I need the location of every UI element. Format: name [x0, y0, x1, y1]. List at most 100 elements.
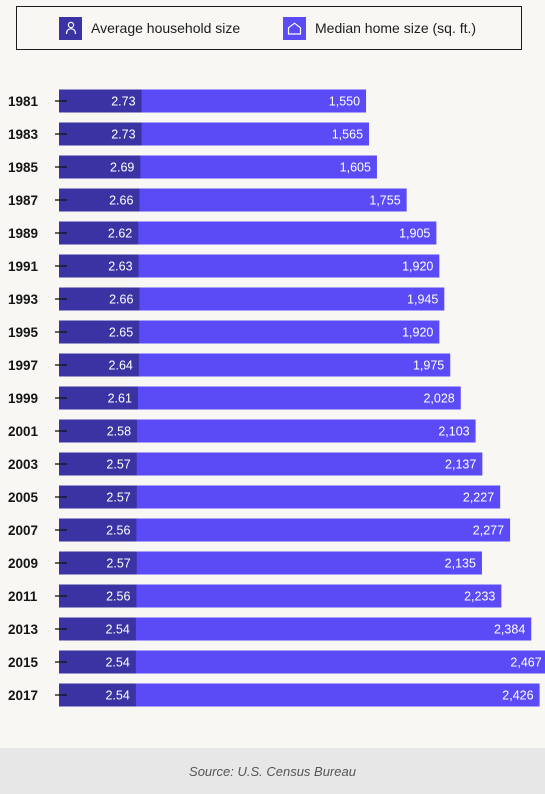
household-value-label-1997: 2.64: [109, 359, 133, 373]
year-label-2013: 2013: [8, 622, 39, 637]
bar-household-1983: [59, 122, 142, 146]
bar-household-2015: [59, 650, 136, 674]
bar-household-2001: [59, 419, 138, 443]
year-label-2005: 2005: [8, 490, 39, 505]
year-label-2015: 2015: [8, 655, 39, 670]
home-value-label-1981: 1,550: [329, 95, 360, 109]
home-value-label-2007: 2,277: [473, 524, 504, 538]
household-value-label-1999: 2.61: [108, 392, 132, 406]
bar-home-2011: [59, 584, 502, 608]
home-value-label-2005: 2,227: [463, 491, 494, 505]
year-label-2007: 2007: [8, 523, 38, 538]
household-value-label-2003: 2.57: [106, 458, 130, 472]
bar-home-1995: [59, 320, 440, 344]
bar-household-1999: [59, 386, 138, 410]
household-value-label-1985: 2.69: [110, 161, 134, 175]
bar-home-2009: [59, 551, 482, 575]
bar-home-2017: [59, 683, 540, 707]
bar-household-1993: [59, 287, 140, 311]
bar-home-2005: [59, 485, 501, 509]
home-value-label-1999: 2,028: [423, 392, 454, 406]
bar-household-1987: [59, 188, 140, 212]
bar-home-1993: [59, 287, 445, 311]
bar-household-2003: [59, 452, 137, 476]
bar-home-2003: [59, 452, 483, 476]
year-label-1983: 1983: [8, 127, 39, 142]
year-label-2017: 2017: [8, 688, 38, 703]
home-value-label-1997: 1,975: [413, 359, 444, 373]
home-value-label-2017: 2,426: [502, 689, 533, 703]
bar-home-1987: [59, 188, 407, 212]
home-value-label-1987: 1,755: [369, 194, 400, 208]
household-value-label-2015: 2.54: [105, 656, 129, 670]
person-icon: [59, 16, 82, 40]
legend-item-household: Average household size: [59, 16, 240, 40]
year-label-2003: 2003: [8, 457, 39, 472]
home-value-label-1991: 1,920: [402, 260, 433, 274]
household-value-label-2005: 2.57: [106, 491, 130, 505]
year-label-1995: 1995: [8, 325, 39, 340]
source-note: Source: U.S. Census Bureau: [189, 763, 356, 779]
household-value-label-2013: 2.54: [105, 623, 129, 637]
household-value-label-1995: 2.65: [109, 326, 133, 340]
bar-household-2005: [59, 485, 137, 509]
chart-legend: Average household size Median home size …: [16, 6, 522, 50]
home-value-label-1993: 1,945: [407, 293, 438, 307]
household-value-label-2001: 2.58: [107, 425, 131, 439]
legend-label-household: Average household size: [91, 20, 241, 36]
bar-household-1997: [59, 353, 139, 377]
bar-home-1999: [59, 386, 461, 410]
legend-item-home: Median home size (sq. ft.): [283, 16, 476, 40]
household-value-label-1989: 2.62: [108, 227, 132, 241]
bar-household-2017: [59, 683, 136, 707]
year-label-1985: 1985: [8, 160, 39, 175]
bar-home-1989: [59, 221, 437, 245]
legend-label-home: Median home size (sq. ft.): [315, 20, 477, 36]
household-value-label-2017: 2.54: [105, 689, 129, 703]
year-label-2009: 2009: [8, 556, 38, 571]
household-value-label-1981: 2.73: [111, 95, 135, 109]
home-value-label-1985: 1,605: [340, 161, 371, 175]
bar-home-2015: [59, 650, 545, 674]
bar-home-2001: [59, 419, 476, 443]
home-value-label-1989: 1,905: [399, 227, 430, 241]
household-value-label-2011: 2.56: [106, 590, 130, 604]
household-value-label-1991: 2.63: [108, 260, 132, 274]
year-label-1997: 1997: [8, 358, 38, 373]
household-value-label-2007: 2.56: [106, 524, 130, 538]
home-value-label-2001: 2,103: [438, 425, 469, 439]
year-label-2011: 2011: [8, 589, 38, 604]
home-value-label-2011: 2,233: [464, 590, 495, 604]
year-label-1981: 1981: [8, 94, 39, 109]
year-label-1999: 1999: [8, 391, 38, 406]
bar-household-2007: [59, 518, 137, 542]
home-value-label-2003: 2,137: [445, 458, 476, 472]
household-value-label-1993: 2.66: [109, 293, 133, 307]
bar-household-1981: [59, 89, 142, 113]
source-footer: Source: U.S. Census Bureau: [0, 748, 545, 794]
bar-household-2011: [59, 584, 137, 608]
year-label-1991: 1991: [8, 259, 39, 274]
bar-home-1991: [59, 254, 440, 278]
bar-household-2009: [59, 551, 137, 575]
home-value-label-2013: 2,384: [494, 623, 525, 637]
household-value-label-1987: 2.66: [109, 194, 133, 208]
year-label-1987: 1987: [8, 193, 38, 208]
house-icon: [283, 16, 306, 40]
home-value-label-2009: 2,135: [445, 557, 476, 571]
bar-home-2013: [59, 617, 532, 641]
year-label-1989: 1989: [8, 226, 38, 241]
bar-household-1985: [59, 155, 141, 179]
year-label-2001: 2001: [8, 424, 39, 439]
stacked-bar-chart: 1981 2.73 1,550 1983 2.73 1,565 1985 2.69 1,605 1…: [8, 89, 545, 707]
year-label-1993: 1993: [8, 292, 39, 307]
household-value-label-1983: 2.73: [111, 128, 135, 142]
bar-household-2013: [59, 617, 136, 641]
home-value-label-1995: 1,920: [402, 326, 433, 340]
bar-household-1991: [59, 254, 139, 278]
bar-household-1989: [59, 221, 139, 245]
home-value-label-2015: 2,467: [510, 656, 541, 670]
bar-household-1995: [59, 320, 140, 344]
household-value-label-2009: 2.57: [106, 557, 130, 571]
bar-home-2007: [59, 518, 511, 542]
